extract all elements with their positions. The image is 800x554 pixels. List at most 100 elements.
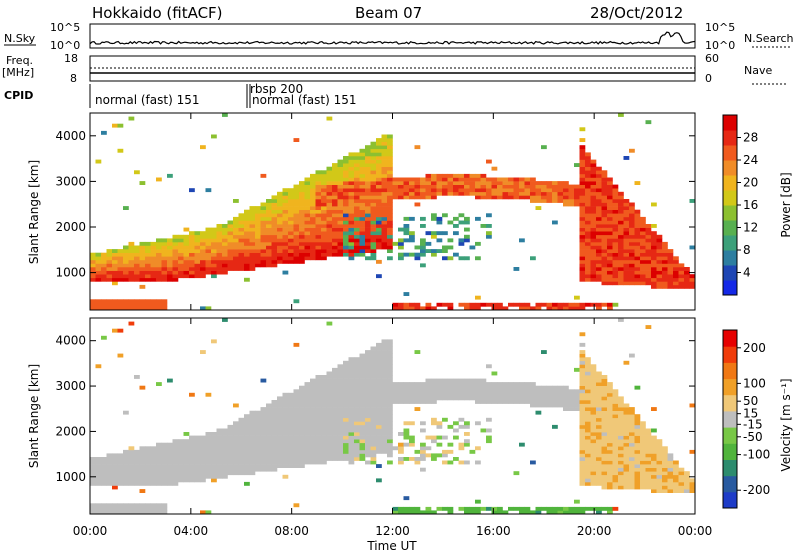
velocity-cell xyxy=(227,442,234,447)
velocity-cell xyxy=(238,439,245,444)
nsky-tick-top: 10^5 xyxy=(50,21,80,34)
velocity-cell xyxy=(370,417,377,422)
power-cell xyxy=(475,241,481,246)
velocity-cell xyxy=(260,378,267,383)
velocity-cell xyxy=(101,510,107,515)
velocity-cell xyxy=(365,446,371,451)
power-cell xyxy=(128,259,135,264)
velocity-cell xyxy=(546,389,553,394)
velocity-cell xyxy=(469,506,476,511)
velocity-cell xyxy=(200,478,206,483)
power-cell xyxy=(640,277,646,282)
power-cell xyxy=(651,234,657,239)
power-cell xyxy=(673,256,679,261)
velocity-cell xyxy=(585,478,591,483)
power-cell xyxy=(244,252,250,257)
power-cell xyxy=(315,191,322,196)
velocity-cell xyxy=(486,382,492,386)
power-cell xyxy=(623,249,630,253)
velocity-cell xyxy=(365,350,371,354)
power-cell xyxy=(381,184,388,189)
velocity-cell xyxy=(222,318,228,322)
power-cell xyxy=(123,274,129,279)
power-cell xyxy=(216,224,223,228)
velocity-cell xyxy=(277,428,283,433)
velocity-cell xyxy=(370,442,377,447)
velocity-cell xyxy=(370,375,377,379)
velocity-cell xyxy=(365,353,371,358)
power-cell xyxy=(123,263,129,268)
power-cell xyxy=(354,159,360,164)
power-cell xyxy=(337,195,344,200)
power-cell xyxy=(277,199,283,203)
power-cell xyxy=(299,191,305,196)
velocity-cell xyxy=(585,392,591,397)
velocity-cell xyxy=(249,467,256,472)
power-cell xyxy=(535,195,542,200)
power-cell xyxy=(596,177,602,182)
power-cell xyxy=(618,231,624,236)
power-cell xyxy=(436,231,443,236)
velocity-cell xyxy=(376,424,382,429)
velocity-cell xyxy=(145,446,151,451)
velocity-cell xyxy=(436,442,443,447)
power-cell xyxy=(590,302,597,307)
power-cell xyxy=(326,184,333,189)
velocity-cell xyxy=(189,449,195,454)
power-cell xyxy=(189,245,195,250)
velocity-cell xyxy=(134,453,140,458)
power-cell xyxy=(689,199,696,203)
velocity-cell xyxy=(299,403,305,408)
power-cell xyxy=(530,306,536,311)
velocity-cell xyxy=(568,392,575,397)
velocity-cell xyxy=(244,417,250,422)
power-cell xyxy=(200,270,206,275)
power-cell xyxy=(101,267,107,271)
velocity-cell xyxy=(216,467,223,472)
power-cell xyxy=(398,238,404,243)
power-cell xyxy=(376,209,382,214)
velocity-cell xyxy=(376,428,382,433)
velocity-cell xyxy=(689,481,696,486)
velocity-cell xyxy=(101,464,107,468)
velocity-cell xyxy=(321,407,327,411)
velocity-cell xyxy=(233,446,239,451)
velocity-cell xyxy=(293,410,300,415)
velocity-cell xyxy=(552,424,558,429)
power-cell xyxy=(343,173,349,178)
velocity-cell xyxy=(134,510,140,515)
velocity-cell xyxy=(161,457,168,461)
power-cell xyxy=(607,234,613,239)
velocity-cell xyxy=(629,485,635,490)
power-cell xyxy=(673,267,679,271)
power-cell xyxy=(304,191,311,196)
power-cell xyxy=(579,173,586,178)
power-cell xyxy=(249,224,256,228)
power-cell xyxy=(145,302,151,307)
power-cell xyxy=(95,252,102,257)
velocity-cell xyxy=(618,414,624,419)
velocity-cell xyxy=(585,481,591,486)
velocity-cell xyxy=(612,485,619,490)
velocity-cell xyxy=(425,453,432,458)
power-cell xyxy=(535,206,542,210)
velocity-cell xyxy=(612,414,619,419)
power-cell xyxy=(145,299,151,304)
power-cell xyxy=(183,238,190,243)
velocity-cell xyxy=(645,467,652,472)
power-cell xyxy=(618,252,624,257)
power-cell xyxy=(348,199,355,203)
power-cell xyxy=(414,177,421,182)
power-colorbar-tick-label: 4 xyxy=(743,266,751,280)
velocity-cell xyxy=(315,417,322,422)
velocity-cell xyxy=(354,400,360,404)
velocity-cell xyxy=(381,339,388,344)
velocity-cell xyxy=(629,410,635,415)
power-cell xyxy=(612,184,619,189)
velocity-cell xyxy=(95,460,102,465)
velocity-cell xyxy=(579,392,586,397)
velocity-cell xyxy=(332,424,338,429)
velocity-cell xyxy=(332,435,338,440)
velocity-cell xyxy=(178,442,184,447)
power-cell xyxy=(475,256,481,261)
